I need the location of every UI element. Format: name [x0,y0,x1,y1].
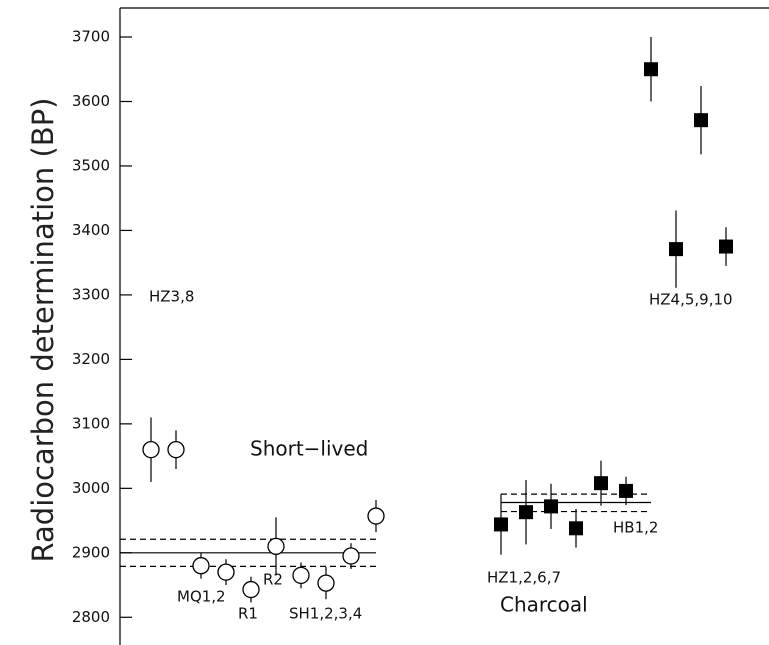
annotation: Short−lived [250,437,368,461]
annotation: HB1,2 [613,519,658,537]
point [719,239,733,254]
point [519,505,533,520]
y-tick-label: 3300 [72,285,110,303]
point [267,537,285,556]
y-tick-label: 3600 [72,92,110,110]
annotation: HZ4,5,9,10 [649,291,733,309]
y-tick-label: 3700 [72,28,110,46]
y-tick-label: 3100 [72,414,110,432]
point [644,62,658,77]
point [669,242,683,257]
point [594,476,608,491]
point [619,483,633,498]
annotation: HZ1,2,6,7 [487,569,561,587]
point [167,440,185,459]
point [242,580,260,599]
annotation: MQ1,2 [177,588,226,606]
point [292,566,310,585]
y-tick-label: 2800 [72,608,110,626]
point [217,563,235,581]
point [544,499,558,514]
y-tick-label: 3200 [72,350,110,368]
point [142,440,160,459]
y-axis-title: Radiocarbon determination (BP) [26,98,60,563]
point [367,507,385,525]
point [694,113,708,128]
point [192,557,210,575]
annotation: R1 [238,605,258,623]
y-tick-label: 3500 [72,156,110,174]
y-tick-label: 2900 [72,543,110,561]
annotation: Charcoal [500,593,588,617]
annotation: SH1,2,3,4 [289,605,362,623]
y-tick-label: 3400 [72,221,110,239]
point [317,574,335,592]
y-tick-label: 3000 [72,479,110,497]
annotation: HZ3,8 [149,288,194,306]
annotation: R2 [263,571,283,589]
point [342,547,360,565]
point [494,517,508,532]
point [569,521,583,536]
